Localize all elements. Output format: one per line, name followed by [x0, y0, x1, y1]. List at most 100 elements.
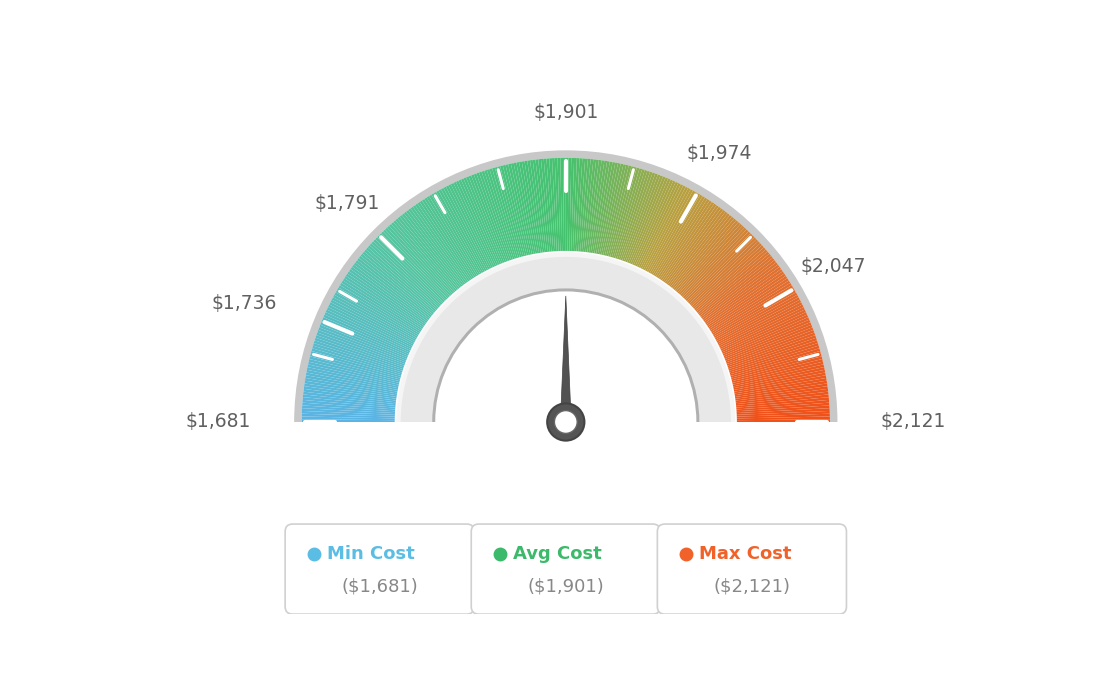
- Wedge shape: [304, 392, 396, 404]
- Wedge shape: [726, 330, 815, 364]
- Wedge shape: [736, 406, 829, 413]
- Wedge shape: [353, 262, 429, 320]
- Wedge shape: [543, 159, 553, 251]
- Wedge shape: [669, 212, 728, 287]
- Wedge shape: [396, 253, 735, 422]
- Wedge shape: [432, 193, 480, 275]
- Wedge shape: [340, 283, 421, 333]
- Wedge shape: [336, 290, 417, 338]
- Wedge shape: [710, 280, 790, 332]
- Wedge shape: [603, 164, 626, 255]
- Wedge shape: [302, 395, 395, 406]
- Wedge shape: [533, 159, 546, 253]
- Wedge shape: [489, 168, 518, 258]
- FancyBboxPatch shape: [471, 524, 660, 614]
- Wedge shape: [301, 420, 395, 422]
- Wedge shape: [319, 325, 406, 361]
- Wedge shape: [448, 184, 491, 268]
- Wedge shape: [708, 273, 786, 327]
- Text: Max Cost: Max Cost: [699, 545, 792, 563]
- Wedge shape: [627, 175, 664, 263]
- Wedge shape: [567, 158, 572, 251]
- Text: $2,047: $2,047: [800, 257, 866, 275]
- Wedge shape: [605, 165, 629, 256]
- Wedge shape: [728, 337, 817, 369]
- Wedge shape: [596, 162, 615, 254]
- Wedge shape: [576, 159, 585, 251]
- Wedge shape: [375, 237, 444, 304]
- Wedge shape: [330, 299, 414, 344]
- Wedge shape: [725, 325, 813, 361]
- Wedge shape: [736, 400, 829, 409]
- Wedge shape: [703, 264, 779, 322]
- Wedge shape: [302, 397, 395, 408]
- Wedge shape: [721, 310, 806, 351]
- Wedge shape: [602, 164, 624, 255]
- Wedge shape: [323, 315, 410, 354]
- Wedge shape: [364, 249, 436, 312]
- Wedge shape: [306, 373, 397, 392]
- Wedge shape: [690, 241, 761, 306]
- Wedge shape: [707, 271, 784, 326]
- Wedge shape: [735, 389, 828, 402]
- Wedge shape: [371, 241, 442, 306]
- Wedge shape: [476, 172, 510, 261]
- Wedge shape: [734, 378, 827, 395]
- Wedge shape: [429, 195, 479, 275]
- Wedge shape: [570, 158, 574, 251]
- Wedge shape: [599, 163, 620, 255]
- Wedge shape: [400, 215, 459, 289]
- Wedge shape: [454, 182, 495, 267]
- Wedge shape: [620, 172, 652, 260]
- Wedge shape: [436, 190, 484, 273]
- Wedge shape: [692, 243, 762, 308]
- Wedge shape: [634, 179, 673, 266]
- Wedge shape: [721, 312, 807, 353]
- Wedge shape: [698, 254, 771, 315]
- Wedge shape: [726, 333, 815, 366]
- Wedge shape: [321, 319, 408, 357]
- Wedge shape: [335, 293, 416, 339]
- Wedge shape: [651, 193, 700, 275]
- Wedge shape: [327, 307, 412, 349]
- Wedge shape: [700, 258, 775, 317]
- Wedge shape: [678, 222, 741, 294]
- Wedge shape: [732, 356, 822, 381]
- Wedge shape: [302, 403, 395, 411]
- Wedge shape: [348, 271, 425, 326]
- Wedge shape: [329, 302, 413, 346]
- Wedge shape: [650, 192, 698, 274]
- Wedge shape: [606, 166, 631, 256]
- Text: $1,974: $1,974: [687, 144, 753, 164]
- Wedge shape: [326, 310, 411, 351]
- Wedge shape: [517, 162, 535, 254]
- Wedge shape: [638, 183, 681, 268]
- Wedge shape: [670, 213, 730, 288]
- Wedge shape: [474, 173, 508, 262]
- Wedge shape: [668, 210, 725, 286]
- Wedge shape: [731, 351, 821, 377]
- Wedge shape: [709, 276, 787, 329]
- Wedge shape: [314, 340, 403, 371]
- Wedge shape: [458, 179, 498, 266]
- Circle shape: [548, 404, 584, 441]
- Wedge shape: [325, 312, 411, 353]
- Wedge shape: [438, 189, 485, 272]
- Wedge shape: [608, 166, 634, 257]
- Wedge shape: [636, 181, 676, 266]
- Wedge shape: [305, 381, 396, 397]
- Wedge shape: [637, 182, 678, 267]
- Text: $1,901: $1,901: [533, 104, 598, 122]
- Wedge shape: [549, 158, 556, 251]
- Wedge shape: [728, 335, 816, 367]
- Wedge shape: [385, 228, 450, 297]
- Wedge shape: [679, 224, 743, 295]
- Wedge shape: [684, 231, 751, 299]
- Wedge shape: [417, 202, 471, 280]
- FancyBboxPatch shape: [657, 524, 847, 614]
- Wedge shape: [322, 317, 408, 355]
- Wedge shape: [344, 276, 423, 329]
- Wedge shape: [594, 161, 613, 254]
- Wedge shape: [735, 392, 828, 404]
- Wedge shape: [736, 420, 830, 422]
